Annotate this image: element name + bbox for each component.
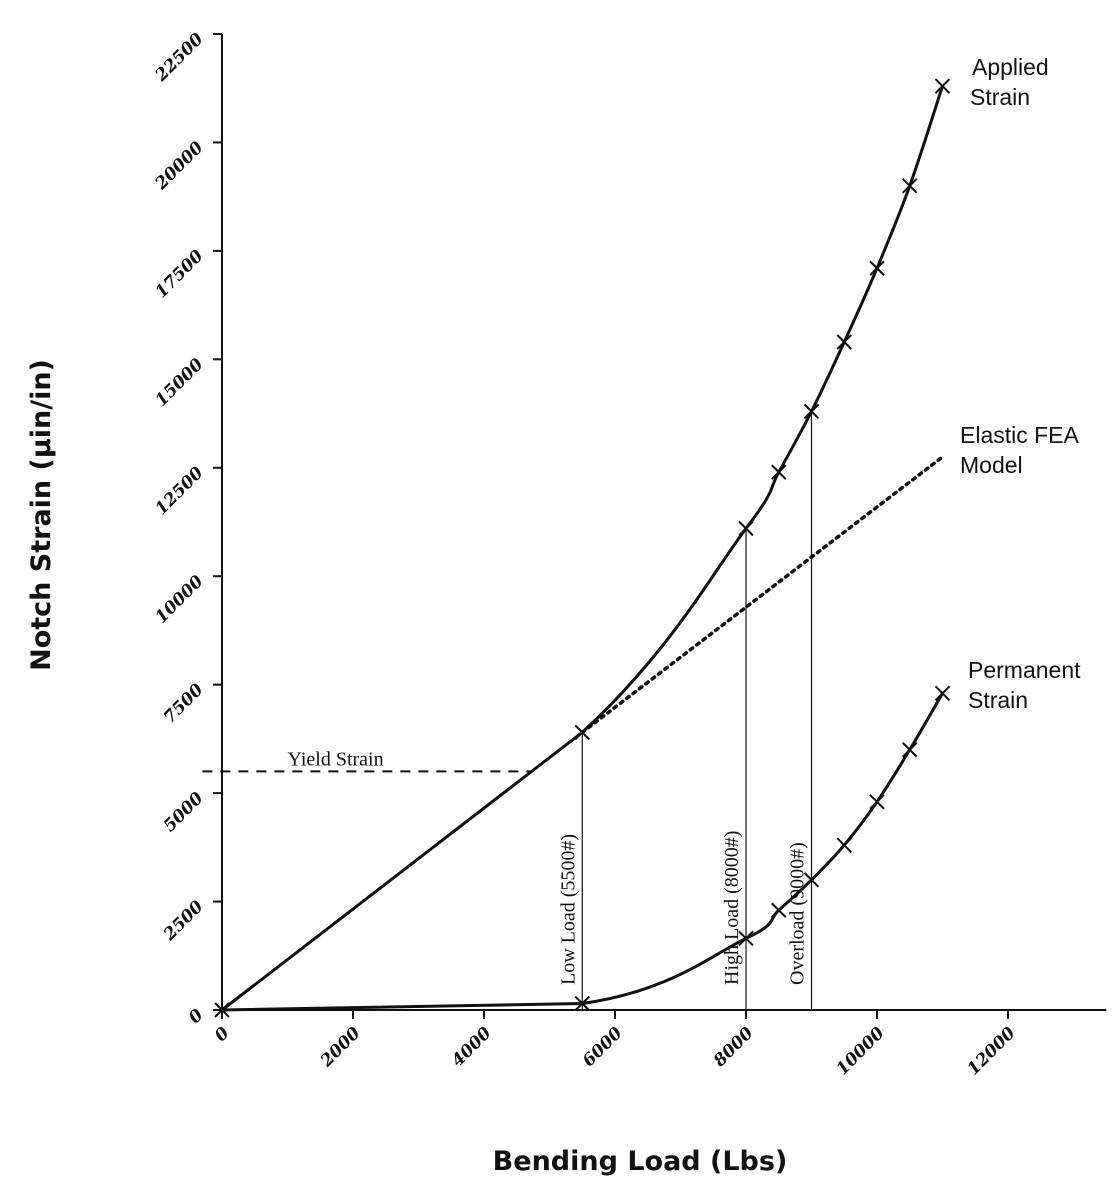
applied-strain-point <box>803 403 820 420</box>
load-marker-label: Low Load (5500#) <box>557 834 579 985</box>
load-marker-label: High Load (8000#) <box>721 831 743 985</box>
yield-strain-label: Yield Strain <box>288 748 384 770</box>
permanent-strain-point <box>902 742 918 758</box>
x-tick-label: 8000 <box>709 1023 757 1071</box>
y-tick-label: 22500 <box>151 29 208 86</box>
applied-strain-point <box>836 334 852 350</box>
y-axis-title: Notch Strain (µin/in) <box>26 359 57 671</box>
applied-strain-point <box>934 78 951 94</box>
permanent-strain-point <box>574 995 590 1012</box>
x-tick-label: 6000 <box>579 1023 627 1071</box>
permanent-strain-point <box>771 902 787 918</box>
y-tick-label: 20000 <box>151 138 208 195</box>
x-tick-label: 2000 <box>316 1023 364 1071</box>
applied-strain-point <box>902 178 918 194</box>
y-tick-label: 0 <box>185 1005 208 1028</box>
permanent-strain-label: Permanent <box>968 657 1081 683</box>
y-tick-label: 2500 <box>159 897 207 945</box>
x-tick-label: 4000 <box>448 1023 496 1071</box>
applied-strain-point <box>738 520 754 537</box>
series-applied-strain-line <box>221 85 944 1012</box>
series-elastic-fea-line <box>580 455 945 735</box>
permanent-strain-point <box>934 685 951 702</box>
permanent-strain-point <box>869 794 885 810</box>
x-tick-label: 10000 <box>833 1023 889 1079</box>
applied-strain-point <box>771 464 787 480</box>
load-marker-label: Overload (9000#) <box>787 842 809 985</box>
y-tick-label: 12500 <box>152 463 208 519</box>
permanent-strain-point <box>836 837 852 853</box>
elastic-fea-label: Elastic FEA <box>960 422 1080 448</box>
x-tick-label: 12000 <box>964 1023 1020 1079</box>
permanent-strain-point <box>738 930 754 947</box>
applied-strain-label: Applied <box>972 54 1049 80</box>
y-tick-label: 15000 <box>152 355 208 411</box>
applied-strain-point <box>869 260 885 276</box>
y-tick-label: 10000 <box>152 572 208 628</box>
y-tick-label: 17500 <box>152 246 208 302</box>
elastic-fea-label: Model <box>960 452 1023 478</box>
x-axis-title: Bending Load (Lbs) <box>493 1146 788 1177</box>
x-tick-label: 0 <box>211 1023 234 1046</box>
y-tick-label: 7500 <box>160 680 208 728</box>
permanent-strain-point <box>803 872 820 888</box>
permanent-strain-label: Strain <box>968 687 1028 713</box>
applied-strain-label: Strain <box>970 84 1030 110</box>
y-tick-label: 5000 <box>160 788 208 836</box>
